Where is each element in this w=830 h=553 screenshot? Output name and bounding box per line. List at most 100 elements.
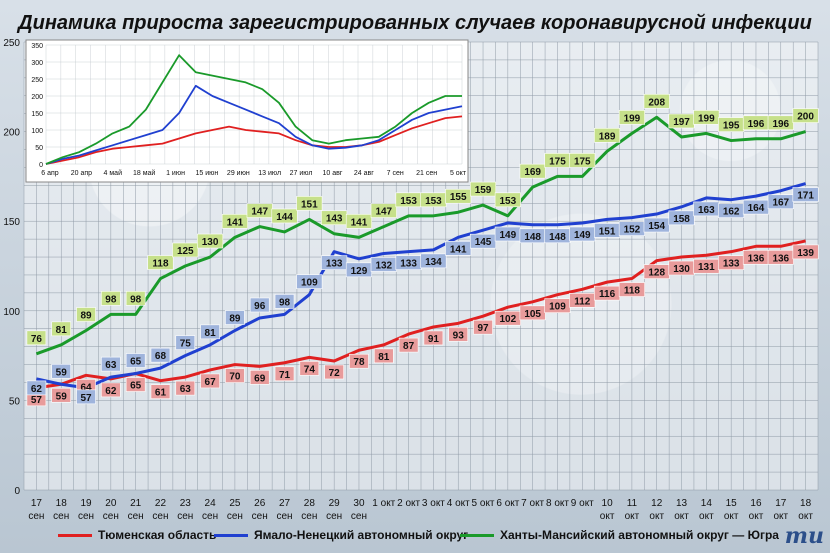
data-label-value: 63 — [105, 360, 117, 371]
x-tick-label-month: окт — [649, 511, 664, 522]
data-label-1: 151 — [594, 223, 621, 238]
data-label-0: 65 — [125, 377, 146, 392]
data-label-value: 149 — [574, 230, 591, 241]
data-label-value: 78 — [353, 357, 365, 368]
data-label-value: 136 — [748, 253, 765, 264]
data-label-0: 91 — [423, 330, 444, 346]
data-label-box — [26, 380, 47, 396]
x-tick-label: 7 окт — [521, 498, 544, 509]
x-tick-label: 23 — [180, 498, 192, 509]
data-label-value: 59 — [56, 391, 68, 402]
x-tick-label-month: окт — [773, 511, 788, 522]
inset-x-tick-label: 21 сен — [416, 170, 437, 177]
data-label-2: 76 — [26, 330, 47, 346]
data-label-box — [494, 192, 521, 208]
data-label-1: 57 — [76, 389, 96, 405]
data-label-1: 148 — [544, 228, 571, 244]
data-label-0: 136 — [767, 249, 794, 265]
inset-x-tick-label: 7 сен — [387, 170, 404, 177]
data-label-1: 133 — [395, 255, 422, 270]
data-label-2: 151 — [296, 196, 323, 211]
series-line-1 — [36, 182, 807, 390]
data-label-1: 141 — [445, 241, 472, 256]
inset-x-tick-label: 10 авг — [323, 170, 343, 177]
data-label-2: 144 — [271, 208, 298, 224]
data-label-box — [51, 321, 72, 337]
inset-x-tick-label: 4 май — [104, 169, 123, 177]
data-label-value: 130 — [673, 264, 690, 275]
data-label-1: 164 — [742, 199, 770, 215]
data-label-1: 162 — [718, 203, 745, 218]
data-label-2: 153 — [395, 192, 422, 208]
data-label-value: 71 — [279, 370, 291, 381]
data-label-value: 200 — [797, 112, 814, 123]
x-tick-label-month: окт — [749, 511, 764, 522]
data-label-0: 63 — [175, 380, 196, 396]
data-label-value: 57 — [80, 393, 92, 404]
data-label-value: 136 — [772, 253, 789, 264]
data-label-value: 175 — [574, 156, 591, 167]
data-label-value: 91 — [428, 334, 440, 345]
data-label-box — [643, 93, 670, 109]
data-label-value: 151 — [599, 226, 616, 237]
data-label-box — [569, 153, 596, 168]
data-label-0: 70 — [225, 368, 245, 383]
inset-series-line-0 — [45, 115, 463, 165]
data-label-value: 132 — [375, 260, 392, 271]
x-tick-label: 15 — [726, 498, 738, 509]
data-label-box — [150, 347, 171, 363]
data-label-2: 153 — [420, 192, 447, 208]
x-tick-label: 16 — [750, 498, 762, 509]
data-label-0: 131 — [693, 258, 720, 274]
data-label-1: 149 — [569, 226, 596, 242]
data-label-box — [221, 214, 248, 229]
data-label-value: 149 — [500, 230, 517, 241]
data-label-box — [792, 187, 819, 202]
data-label-value: 109 — [549, 302, 566, 313]
data-label-value: 63 — [180, 384, 192, 395]
x-tick-label-month: сен — [152, 511, 168, 522]
data-label-2: 81 — [51, 321, 72, 337]
data-label-0: 118 — [618, 282, 645, 297]
data-label-1: 98 — [274, 294, 295, 309]
data-label-value: 59 — [56, 367, 68, 378]
x-tick-label: 18 — [56, 498, 68, 509]
data-label-1: 109 — [296, 274, 323, 289]
x-tick-label-month: сен — [103, 511, 119, 522]
data-label-value: 76 — [31, 334, 43, 345]
inset-x-tick-label: 6 апр — [41, 170, 59, 177]
data-label-0: 74 — [299, 361, 320, 376]
inset-y-tick-label: 0 — [39, 162, 43, 169]
data-label-1: 62 — [26, 380, 47, 396]
data-label-box — [225, 368, 245, 383]
data-label-0: 133 — [718, 255, 745, 270]
data-label-0: 112 — [569, 292, 596, 308]
data-label-2: 197 — [668, 113, 695, 129]
data-label-0: 87 — [398, 337, 419, 353]
data-label-box — [448, 327, 469, 342]
data-label-value: 145 — [475, 237, 492, 248]
data-label-box — [101, 291, 121, 306]
data-label-value: 72 — [329, 368, 341, 379]
data-label-box — [349, 353, 369, 369]
data-label-2: 98 — [101, 291, 121, 306]
series-line-0 — [36, 239, 806, 390]
data-label-value: 196 — [748, 119, 765, 130]
data-label-value: 196 — [772, 119, 789, 130]
data-label-value: 118 — [152, 259, 169, 270]
inset-x-tick-label: 20 апр — [71, 170, 92, 177]
data-label-1: 133 — [321, 255, 348, 270]
data-label-value: 148 — [549, 232, 566, 243]
data-label-value: 133 — [326, 259, 343, 270]
data-label-0: 61 — [150, 384, 171, 399]
data-label-value: 93 — [453, 330, 465, 341]
data-label-0: 81 — [373, 348, 394, 364]
x-tick-label: 2 окт — [397, 498, 420, 509]
data-label-2: 169 — [519, 163, 546, 179]
data-label-0: 72 — [324, 364, 344, 380]
x-tick-label: 24 — [205, 498, 217, 509]
y-tick-label: 0 — [14, 486, 20, 497]
data-label-value: 153 — [400, 196, 417, 207]
data-label-value: 67 — [205, 377, 217, 388]
x-tick-label-month: сен — [276, 511, 292, 522]
